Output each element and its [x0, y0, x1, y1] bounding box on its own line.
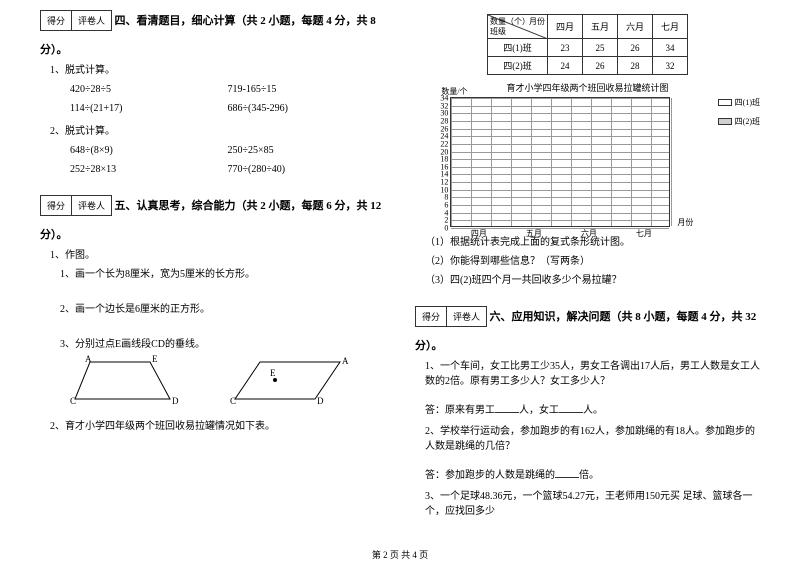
blank[interactable] [555, 468, 579, 478]
sec6-p3: 3、一个足球48.36元，一个篮球54.27元，王老师用150元买 足球、篮球各… [425, 487, 760, 517]
cell: 23 [547, 39, 582, 57]
score-box-6: 得分 评卷人 [415, 306, 487, 327]
score-label: 得分 [41, 11, 72, 30]
chart-q3: （3）四(2)班四个月一共回收多少个易拉罐？ [425, 271, 760, 286]
calc-row-3: 648÷(8×9) 250÷25×85 [70, 145, 385, 156]
calc-row-2: 114÷(21+17) 686÷(345-296) [70, 103, 385, 114]
calc-3b: 250÷25×85 [228, 145, 386, 156]
legend-swatch-2 [718, 118, 732, 125]
calc-row-1: 420÷28÷5 719-165÷15 [70, 84, 385, 95]
score-label: 得分 [416, 307, 447, 326]
calc-4b: 770÷(280÷40) [228, 164, 386, 175]
section-6-header: 得分 评卷人 六、应用知识，解决问题（共 8 小题，每题 4 分，共 32 [415, 306, 760, 331]
sec4-p1: 1、脱式计算。 [50, 61, 385, 76]
sec6-p1: 1、一个车间，女工比男工少35人，男女工各调出17人后，男工人数是女工人数的2倍… [425, 357, 760, 387]
cell: 28 [618, 57, 653, 75]
section-5-cont: 分）。 [40, 229, 68, 241]
grader-label: 评卷人 [447, 307, 486, 326]
cell: 26 [618, 39, 653, 57]
legend-label-2: 四(2)班 [735, 116, 760, 127]
answer-1: 答：原来有男工 人，女工 人。 [425, 401, 760, 416]
answer-2: 答：参加跑步的人数是跳绳的 倍。 [425, 466, 760, 481]
sec5-p1: 1、作图。 [50, 246, 385, 261]
left-column: 得分 评卷人 四、看清题目，细心计算（共 2 小题，每题 4 分，共 8 分）。… [40, 10, 385, 521]
trapezoid-figures: A E C D A E C D [70, 354, 385, 413]
chart-q2: （2）你能得到哪些信息？（写两条） [425, 252, 760, 267]
chart-legend: 四(1)班 四(2)班 [718, 97, 760, 127]
cell: 24 [547, 57, 582, 75]
table-row: 四(2)班 24 26 28 32 [487, 57, 687, 75]
label-E: E [152, 354, 158, 364]
a2b: 倍。 [579, 470, 599, 481]
label-D: D [172, 396, 179, 406]
cell: 25 [582, 39, 617, 57]
label-E2: E [270, 368, 276, 378]
section-4-title: 四、看清题目，细心计算（共 2 小题，每题 4 分，共 8 [115, 15, 376, 27]
label-A: A [85, 354, 92, 364]
legend-item-2: 四(2)班 [718, 116, 760, 127]
right-column: 月份 班级 数量（个） 四月 五月 六月 七月 四(1)班 23 25 26 3… [415, 10, 760, 521]
table-h2: 班级 [490, 26, 506, 37]
label-A2: A [342, 356, 349, 366]
score-label: 得分 [41, 196, 72, 215]
table-row: 四(1)班 23 25 26 34 [487, 39, 687, 57]
bar-chart-grid: 数量/个 月份 0246810121416182022242628303234四… [450, 97, 670, 227]
sec6-p2: 2、学校举行运动会，参加跑步的有162人，参加跳绳的有18人。参加跑步的人数是跳… [425, 422, 760, 452]
calc-1a: 420÷28÷5 [70, 84, 228, 95]
sec5-p2: 2、育才小学四年级两个班回收易拉罐情况如下表。 [50, 417, 385, 432]
label-D2: D [317, 396, 324, 406]
score-box-5: 得分 评卷人 [40, 195, 112, 216]
cell: 34 [653, 39, 688, 57]
chart-area: 育才小学四年级两个班回收易拉罐统计图 数量/个 月份 0246810121416… [415, 81, 760, 227]
section-6-cont: 分）。 [415, 340, 443, 352]
a1b: 人，女工 [519, 405, 559, 416]
a1c: 人。 [583, 405, 603, 416]
col-h4: 七月 [653, 15, 688, 39]
legend-label-1: 四(1)班 [735, 97, 760, 108]
calc-4a: 252÷28×13 [70, 164, 228, 175]
legend-item-1: 四(1)班 [718, 97, 760, 108]
data-table: 月份 班级 数量（个） 四月 五月 六月 七月 四(1)班 23 25 26 3… [487, 14, 688, 75]
row2-name: 四(2)班 [487, 57, 547, 75]
section-4-cont: 分）。 [40, 44, 68, 56]
sec4-p2: 2、脱式计算。 [50, 122, 385, 137]
col-h2: 五月 [582, 15, 617, 39]
label-C2: C [230, 396, 236, 406]
cell: 32 [653, 57, 688, 75]
sec5-s1: 1、画一个长为8厘米，宽为5厘米的长方形。 [60, 265, 385, 280]
grader-label: 评卷人 [72, 196, 111, 215]
a1a: 答：原来有男工 [425, 405, 495, 416]
grader-label: 评卷人 [72, 11, 111, 30]
legend-swatch-1 [718, 99, 732, 106]
calc-2a: 114÷(21+17) [70, 103, 228, 114]
section-5-title: 五、认真思考，综合能力（共 2 小题，每题 6 分，共 12 [115, 200, 382, 212]
table-h1: 数量（个） [490, 16, 530, 27]
sec5-s2: 2、画一个边长是6厘米的正方形。 [60, 300, 385, 315]
blank[interactable] [495, 403, 519, 413]
page-footer: 第 2 页 共 4 页 [0, 548, 800, 561]
trapezoid-svg: A E C D A E C D [70, 354, 370, 410]
x-axis-label: 月份 [677, 217, 693, 228]
label-C: C [70, 396, 76, 406]
col-h1: 四月 [547, 15, 582, 39]
section-6-title: 六、应用知识，解决问题（共 8 小题，每题 4 分，共 32 [490, 311, 757, 323]
col-h3: 六月 [618, 15, 653, 39]
table-h1b: 月份 [529, 16, 545, 27]
calc-1b: 719-165÷15 [228, 84, 386, 95]
a2a: 答：参加跑步的人数是跳绳的 [425, 470, 555, 481]
cell: 26 [582, 57, 617, 75]
row1-name: 四(1)班 [487, 39, 547, 57]
page-container: 得分 评卷人 四、看清题目，细心计算（共 2 小题，每题 4 分，共 8 分）。… [0, 0, 800, 531]
blank[interactable] [559, 403, 583, 413]
section-4-header: 得分 评卷人 四、看清题目，细心计算（共 2 小题，每题 4 分，共 8 [40, 10, 385, 35]
calc-2b: 686÷(345-296) [228, 103, 386, 114]
section-5-header: 得分 评卷人 五、认真思考，综合能力（共 2 小题，每题 6 分，共 12 [40, 195, 385, 220]
score-box-4: 得分 评卷人 [40, 10, 112, 31]
calc-3a: 648÷(8×9) [70, 145, 228, 156]
sec5-s3: 3、分别过点E画线段CD的垂线。 [60, 335, 385, 350]
table-corner: 月份 班级 数量（个） [487, 15, 547, 39]
calc-row-4: 252÷28×13 770÷(280÷40) [70, 164, 385, 175]
